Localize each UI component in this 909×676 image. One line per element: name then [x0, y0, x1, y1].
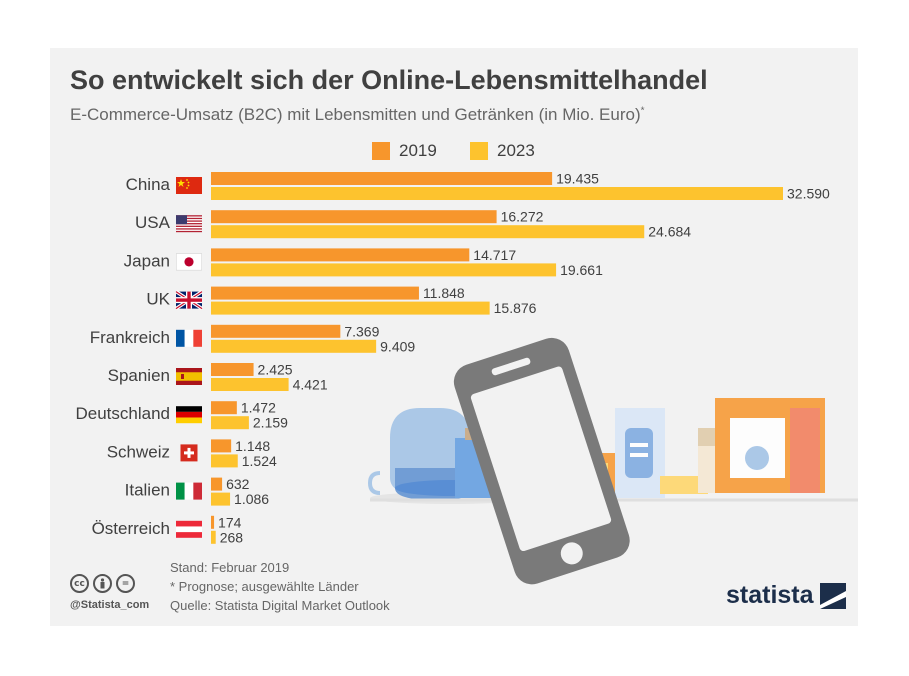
legend-item-2023: 2023: [470, 141, 535, 161]
cc-icon[interactable]: cc: [70, 574, 89, 593]
legend-swatch-2019: [372, 142, 390, 160]
data-label-2023: 32.590: [787, 186, 830, 202]
bar-2023: [211, 454, 238, 468]
category-axis: China USA Japan UK Frankreich Spanien Deutschl…: [75, 175, 203, 538]
footer-source: Quelle: Statista Digital Market Outlook: [170, 598, 390, 613]
bars: [211, 172, 783, 544]
bar-2019: [211, 401, 237, 415]
bar-2019: [211, 210, 497, 224]
subtitle-text: E-Commerce-Umsatz (B2C) mit Lebensmitten…: [70, 105, 641, 124]
data-label-2023: 2.159: [253, 415, 288, 431]
bar-2023: [211, 530, 216, 544]
bar-2023: [211, 225, 645, 239]
bar-2019: [211, 515, 215, 529]
flag-china-icon: [176, 177, 202, 194]
bar-2019: [211, 324, 341, 338]
category-label: Italien: [125, 481, 170, 500]
flag-switzerland-icon: [180, 444, 198, 462]
bar-chart: China USA Japan UK Frankreich Spanien Deutschl…: [75, 171, 830, 546]
flag-austria-icon: [176, 520, 202, 538]
legend-item-2019: 2019: [372, 141, 437, 161]
data-label-2019: 16.272: [501, 209, 544, 225]
bar-2023: [211, 339, 377, 353]
data-label-2023: 268: [220, 529, 244, 545]
bar-2019: [211, 248, 470, 262]
category-label: Deutschland: [75, 404, 170, 423]
bar-2019: [211, 439, 232, 453]
data-label-2019: 1.472: [241, 400, 276, 416]
bar-2023: [211, 492, 231, 506]
data-labels: 19.435 32.590 16.272 24.684 14.717 19.661 11.8…: [218, 171, 830, 546]
statista-mark-icon: [819, 582, 846, 609]
data-label-2019: 2.425: [258, 362, 293, 378]
data-label-2023: 4.421: [293, 377, 328, 393]
statista-logo[interactable]: statista: [726, 581, 846, 610]
bar-2019: [211, 286, 419, 300]
flag-italy-icon: [176, 482, 202, 500]
flag-japan-icon: [176, 253, 202, 271]
flag-spain-icon: [176, 368, 202, 385]
flag-germany-icon: [176, 406, 202, 424]
category-label: Schweiz: [107, 442, 170, 461]
category-label: UK: [146, 290, 170, 309]
nd-icon[interactable]: =: [116, 574, 135, 593]
bar-2023: [211, 378, 289, 391]
data-label-2019: 7.369: [344, 323, 379, 339]
data-label-2019: 632: [226, 476, 250, 492]
footer-note: * Prognose; ausgewählte Länder: [170, 579, 359, 594]
flag-france-icon: [176, 329, 202, 347]
infographic-card: So entwickelt sich der Online-Lebensmitt…: [50, 48, 858, 626]
legend-label-2023: 2023: [497, 141, 535, 160]
smartphone-groceries-icon: [367, 337, 858, 585]
data-label-2019: 174: [218, 514, 242, 530]
flag-uk-icon: [175, 290, 203, 311]
chart-subtitle: E-Commerce-Umsatz (B2C) mit Lebensmitten…: [70, 105, 645, 125]
data-label-2023: 15.876: [494, 300, 537, 316]
flag-usa-icon: [176, 215, 202, 233]
data-label-2019: 11.848: [423, 285, 465, 301]
license-icons: cc =: [70, 574, 135, 593]
statista-handle[interactable]: @Statista_com: [70, 599, 150, 611]
legend-swatch-2023: [470, 142, 488, 160]
brand-name: statista: [726, 581, 814, 609]
bar-2023: [211, 263, 557, 277]
bar-2019: [211, 363, 254, 376]
category-label: Österreich: [92, 519, 170, 538]
data-label-2019: 19.435: [556, 171, 599, 187]
category-label: Japan: [124, 251, 170, 270]
legend-label-2019: 2019: [399, 141, 437, 160]
subtitle-footnote-mark: *: [640, 105, 645, 117]
by-icon[interactable]: [93, 574, 112, 593]
data-label-2023: 1.086: [234, 491, 269, 507]
bar-2023: [211, 416, 249, 430]
footer-stand: Stand: Februar 2019: [170, 560, 290, 575]
bar-2023: [211, 187, 783, 200]
footer-notes: Stand: Februar 2019 * Prognose; ausgewäh…: [170, 558, 390, 615]
category-label: Spanien: [108, 366, 170, 385]
data-label-2019: 14.717: [473, 247, 516, 263]
bar-2019: [211, 172, 553, 185]
bar-2023: [211, 301, 490, 315]
chart-title: So entwickelt sich der Online-Lebensmitt…: [70, 65, 708, 95]
category-label: USA: [135, 213, 171, 232]
data-label-2023: 1.524: [242, 453, 277, 469]
bar-2019: [211, 477, 223, 491]
data-label-2023: 9.409: [380, 338, 415, 354]
category-label: China: [126, 175, 171, 194]
category-label: Frankreich: [90, 328, 170, 347]
data-label-2019: 1.148: [235, 438, 270, 454]
data-label-2023: 24.684: [648, 224, 691, 240]
data-label-2023: 19.661: [560, 262, 603, 278]
